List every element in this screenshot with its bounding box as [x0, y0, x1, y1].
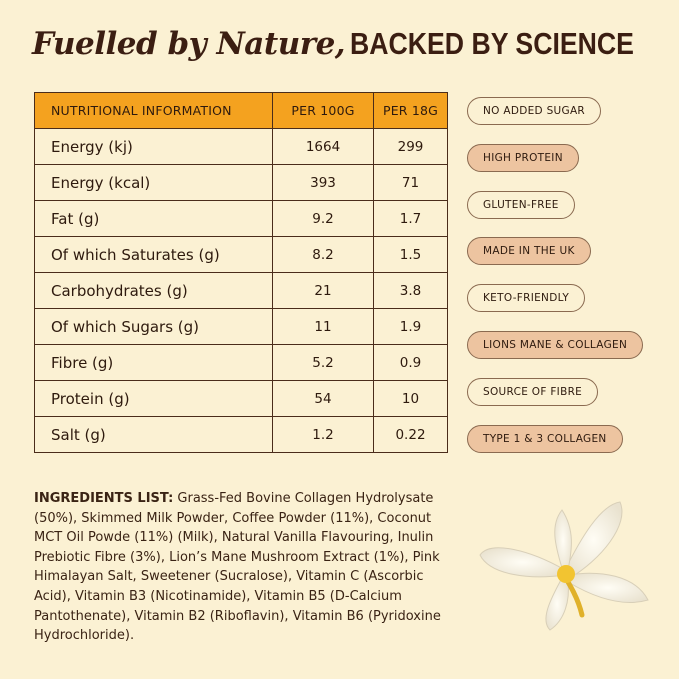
feature-badge: MADE IN THE UK — [467, 237, 591, 266]
nutrient-name: Of which Saturates (g) — [34, 236, 273, 273]
value-per-18g: 1.9 — [373, 308, 448, 345]
nutrient-name: Protein (g) — [34, 380, 273, 417]
value-per-18g: 10 — [373, 380, 448, 417]
header-nutrition: NUTRITIONAL INFORMATION — [34, 92, 273, 129]
value-per-18g: 71 — [373, 164, 448, 201]
value-per-18g: 1.5 — [373, 236, 448, 273]
value-per-100g: 1664 — [272, 128, 374, 165]
value-per-100g: 21 — [272, 272, 374, 309]
nutrition-table: NUTRITIONAL INFORMATION PER 100G PER 18G… — [34, 92, 448, 453]
page-title: Fuelled by Nature, BACKED BY SCIENCE — [32, 26, 679, 62]
title-italic: Fuelled by Nature, — [32, 26, 346, 62]
feature-badge: LIONS MANE & COLLAGEN — [467, 331, 644, 359]
nutrient-name: Energy (kcal) — [34, 164, 273, 201]
value-per-100g: 54 — [272, 380, 374, 417]
value-per-100g: 393 — [272, 164, 374, 201]
value-per-18g: 0.22 — [373, 416, 448, 453]
nutrient-name: Energy (kj) — [34, 128, 273, 165]
value-per-100g: 5.2 — [272, 344, 374, 381]
ingredients-text: Grass-Fed Bovine Collagen Hydrolysate (5… — [34, 491, 441, 644]
ingredients-list: INGREDIENTS LIST: Grass-Fed Bovine Colla… — [34, 489, 454, 646]
table-row: Of which Sugars (g) 11 1.9 — [34, 308, 448, 345]
value-per-100g: 8.2 — [272, 236, 374, 273]
feature-badge: GLUTEN-FREE — [467, 190, 575, 219]
value-per-100g: 11 — [272, 308, 374, 345]
table-row: Energy (kcal) 393 71 — [34, 164, 448, 201]
feature-badge: NO ADDED SUGAR — [467, 97, 602, 125]
nutrient-name: Fibre (g) — [34, 344, 273, 381]
ingredients-label: INGREDIENTS LIST: — [34, 491, 174, 506]
header-per-100g: PER 100G — [272, 92, 374, 129]
title-caps: BACKED BY SCIENCE — [350, 26, 635, 61]
vanilla-flower-image — [479, 501, 649, 631]
feature-badge: HIGH PROTEIN — [467, 143, 579, 172]
feature-badge: SOURCE OF FIBRE — [467, 377, 599, 406]
table-row: Fibre (g) 5.2 0.9 — [34, 344, 448, 381]
table-row: Of which Saturates (g) 8.2 1.5 — [34, 236, 448, 273]
value-per-18g: 1.7 — [373, 200, 448, 237]
value-per-100g: 1.2 — [272, 416, 374, 453]
nutrient-name: Salt (g) — [34, 416, 273, 453]
value-per-18g: 3.8 — [373, 272, 448, 309]
table-row: Salt (g) 1.2 0.22 — [34, 416, 448, 453]
nutrient-name: Of which Sugars (g) — [34, 308, 273, 345]
nutrient-name: Fat (g) — [34, 200, 273, 237]
table-header-row: NUTRITIONAL INFORMATION PER 100G PER 18G — [34, 92, 448, 129]
feature-badge: KETO-FRIENDLY — [467, 284, 586, 313]
value-per-18g: 0.9 — [373, 344, 448, 381]
feature-badge: TYPE 1 & 3 COLLAGEN — [467, 424, 623, 453]
nutrient-name: Carbohydrates (g) — [34, 272, 273, 309]
table-row: Energy (kj) 1664 299 — [34, 128, 448, 165]
table-row: Carbohydrates (g) 21 3.8 — [34, 272, 448, 309]
header-per-18g: PER 18G — [373, 92, 448, 129]
table-row: Protein (g) 54 10 — [34, 380, 448, 417]
value-per-18g: 299 — [373, 128, 448, 165]
table-row: Fat (g) 9.2 1.7 — [34, 200, 448, 237]
value-per-100g: 9.2 — [272, 200, 374, 237]
